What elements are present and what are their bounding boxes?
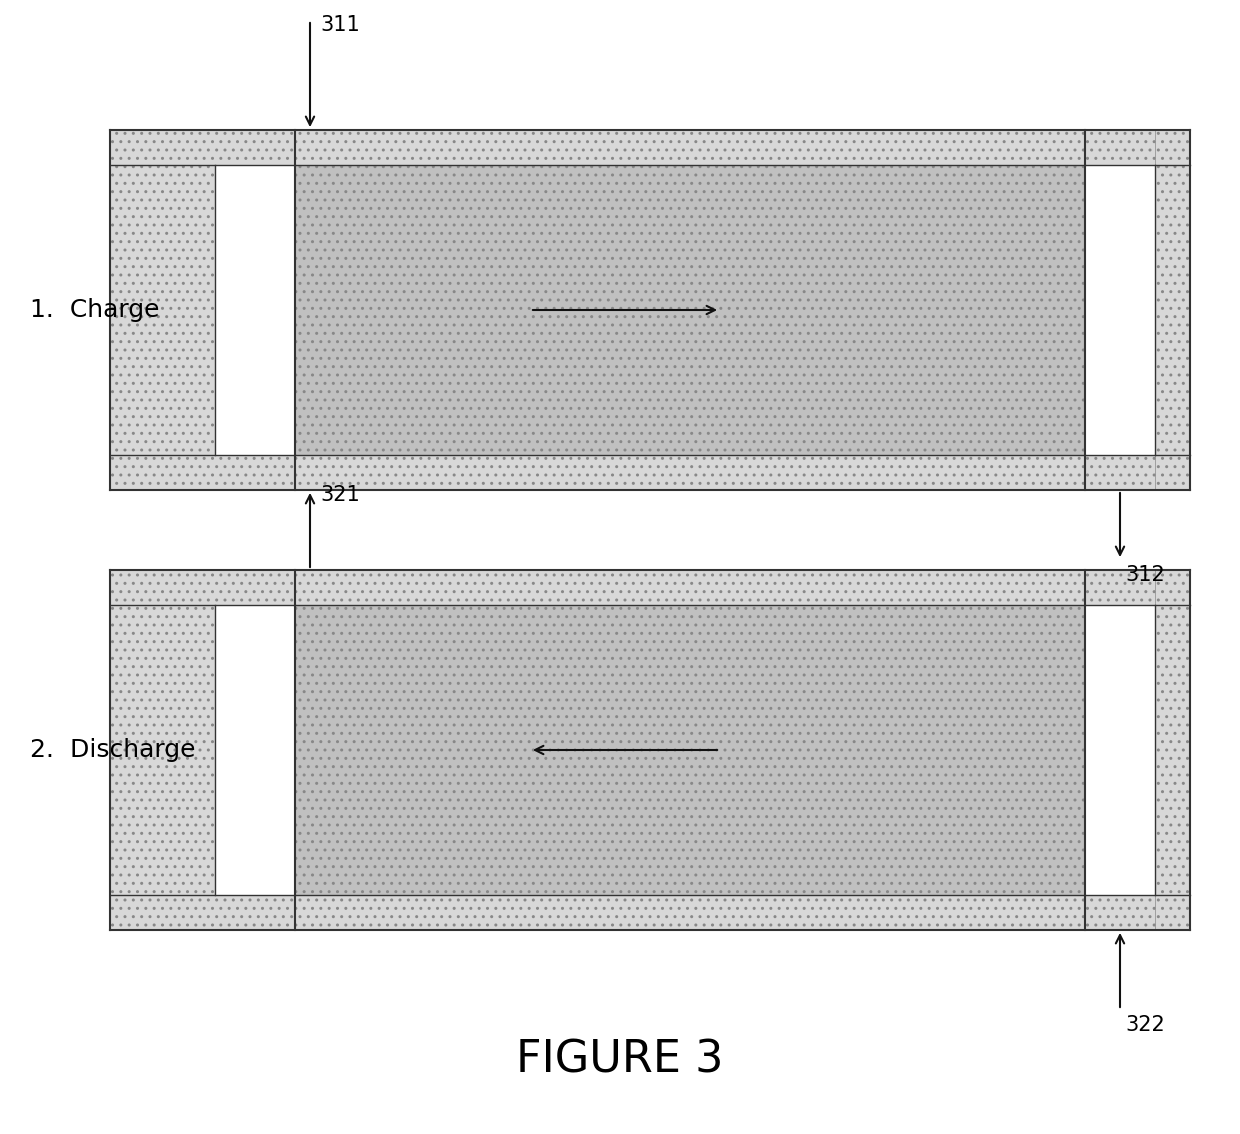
Text: 321: 321 [320,485,360,505]
Bar [295,895,1085,930]
Bar [1085,606,1154,895]
Text: 322: 322 [1125,1015,1164,1035]
Bar [295,130,1085,166]
Bar [295,570,1085,606]
Bar [295,130,1085,490]
Bar [110,130,295,166]
Bar [215,166,295,455]
Bar [110,166,215,455]
Bar [1085,166,1154,455]
Text: 311: 311 [320,15,360,35]
Bar [1085,570,1190,606]
Bar [295,166,1085,455]
Bar [110,570,295,606]
Text: 2.  Discharge: 2. Discharge [30,738,196,762]
Bar [295,606,1085,895]
Bar [295,455,1085,490]
Bar [110,455,295,490]
Bar [1154,570,1190,930]
Bar [1154,130,1190,490]
Bar [295,570,1085,930]
Bar [215,606,295,895]
Bar [1085,130,1190,166]
Text: 1.  Charge: 1. Charge [30,298,160,322]
Text: FIGURE 3: FIGURE 3 [516,1039,724,1082]
Bar [110,606,215,895]
Bar [1085,895,1190,930]
Bar [110,895,295,930]
Bar [1085,455,1190,490]
Text: 312: 312 [1125,565,1164,585]
